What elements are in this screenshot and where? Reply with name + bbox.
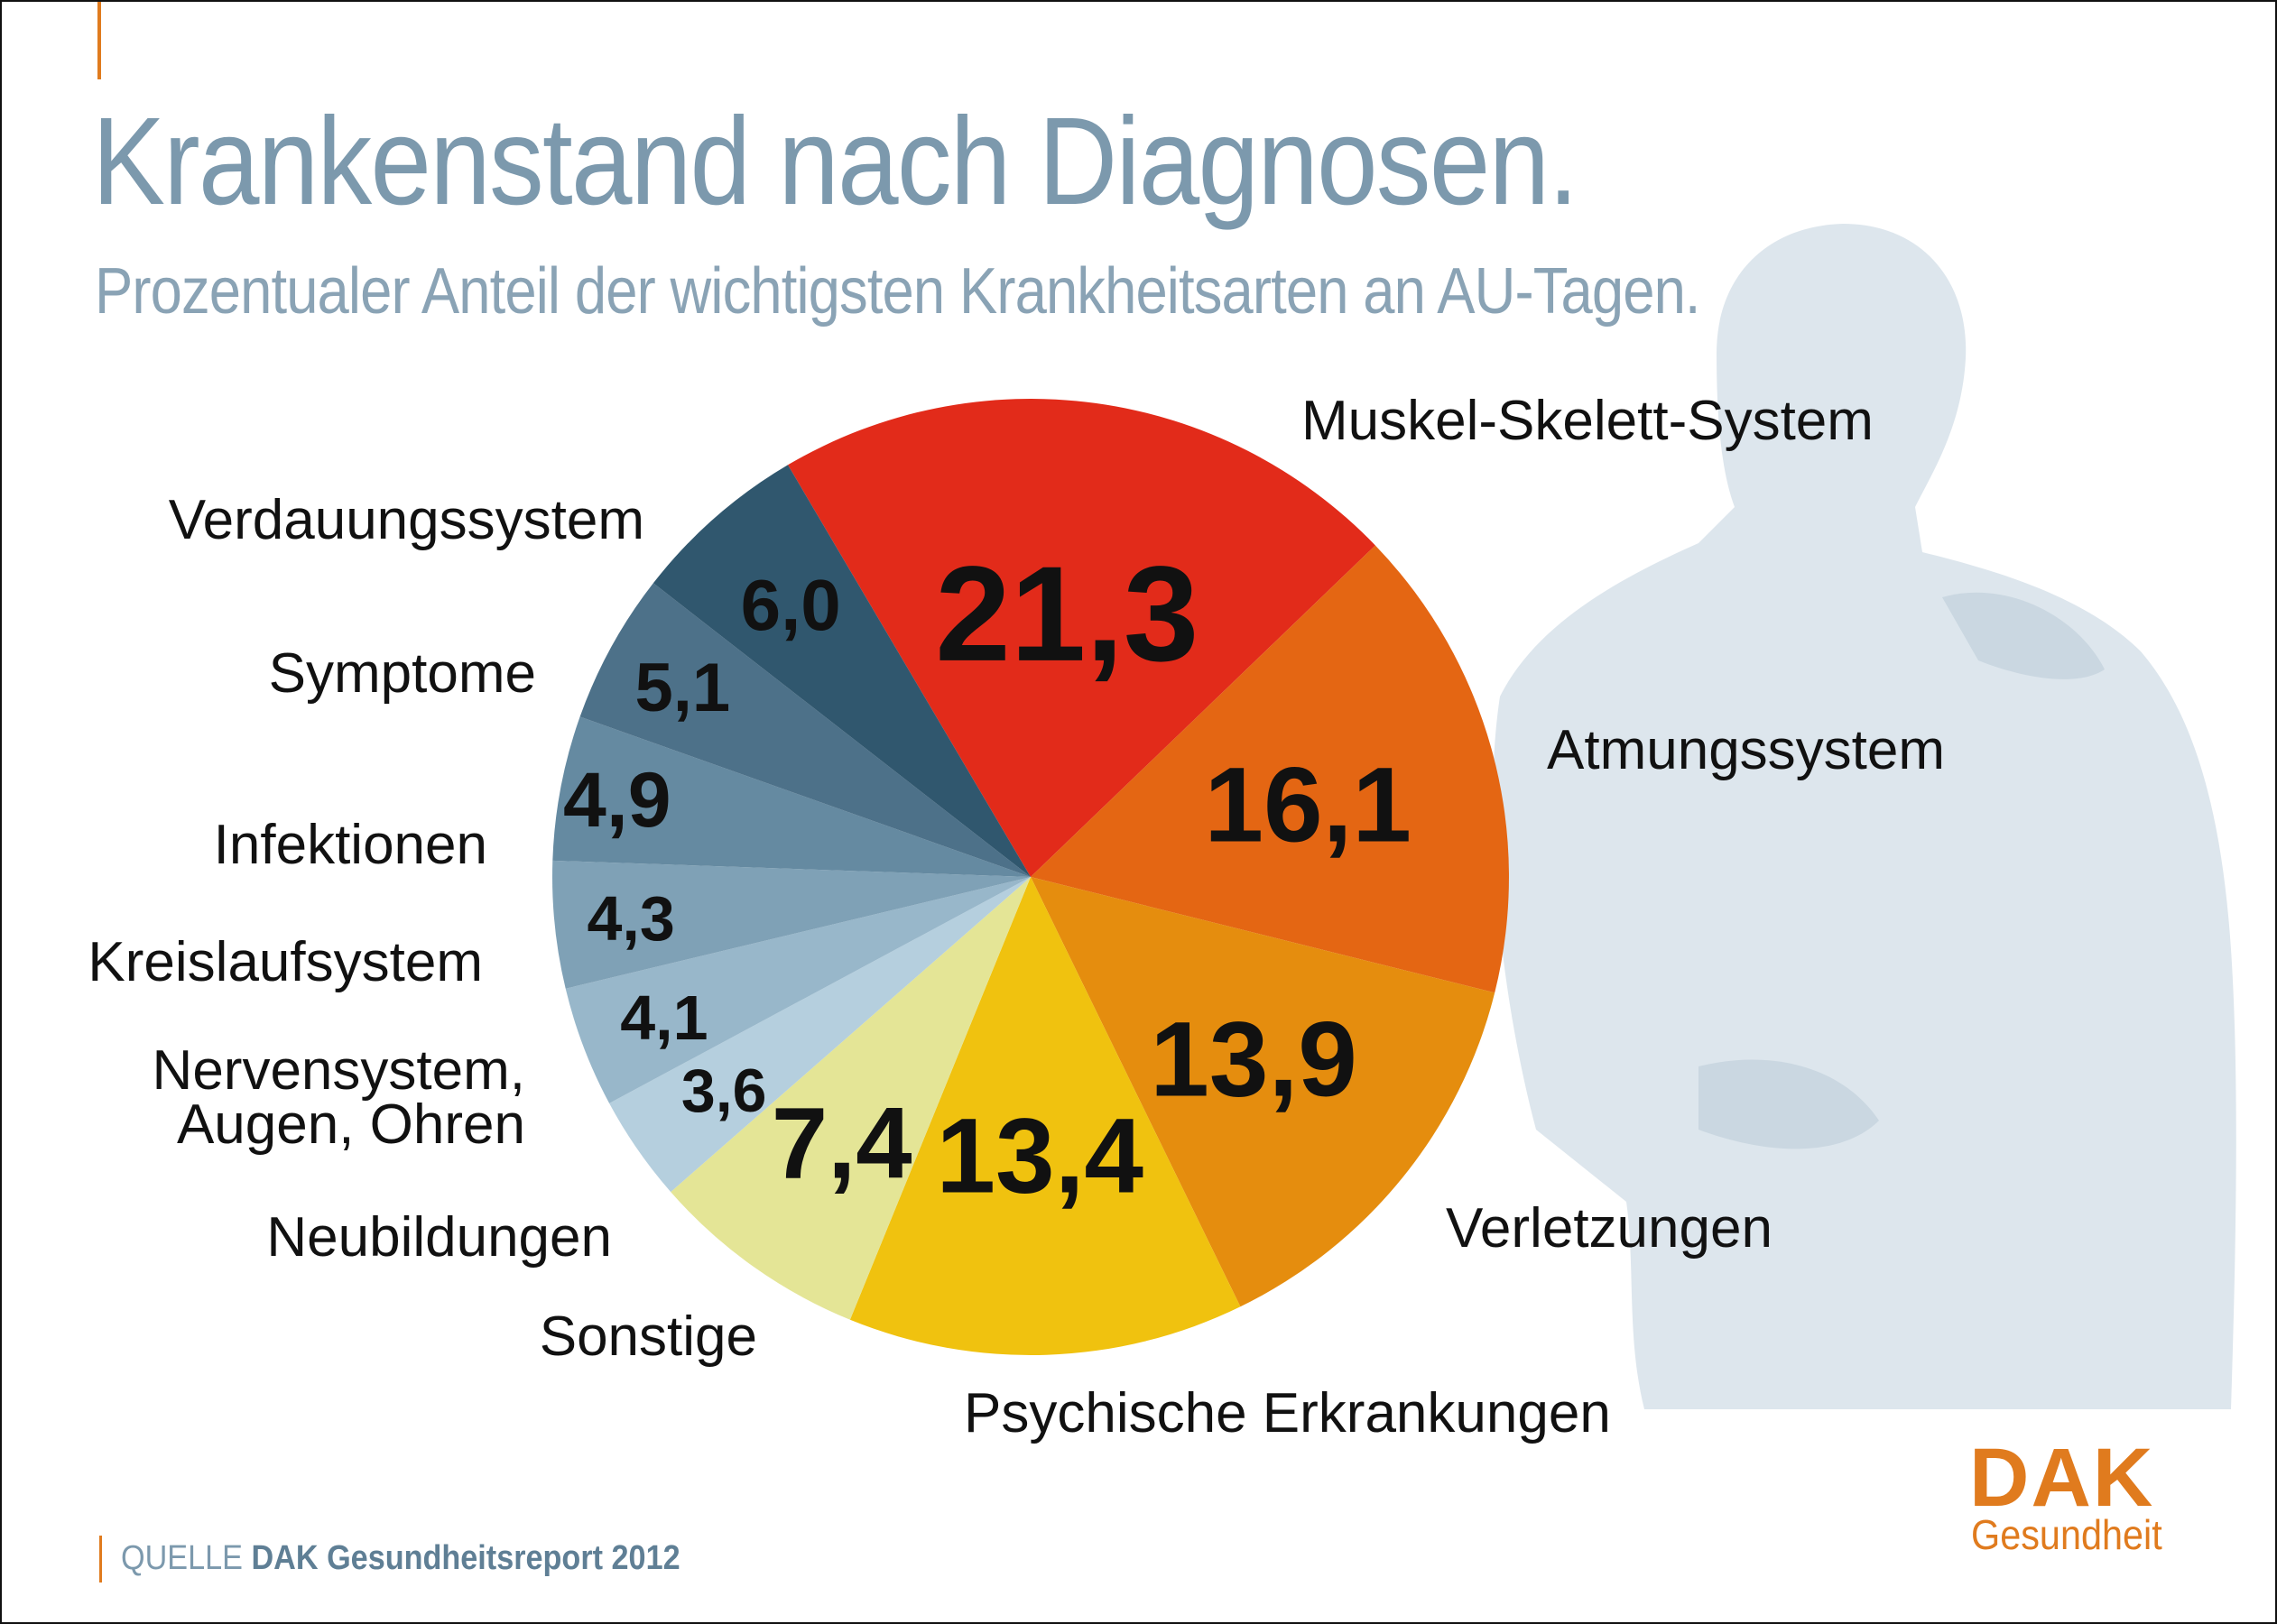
pie-category-labels: Muskel-Skelett-System Atmungssystem Verlet… <box>88 390 1945 1444</box>
pie-slice-infektionen <box>552 716 1031 877</box>
pie-slice-neubildungen <box>609 877 1031 1193</box>
page-subtitle: Prozentualer Anteil der wichtigsten Kran… <box>95 255 1701 328</box>
pie-slice-verdauungssystem <box>653 465 1031 877</box>
category-label-neubildungen: Neubildungen <box>266 1206 612 1269</box>
category-label-sonstige: Sonstige <box>540 1306 757 1368</box>
pie-slice-kreislaufsystem <box>551 860 1031 989</box>
value-label-kreislaufsystem: 4,3 <box>587 883 674 954</box>
source-name: DAK Gesundheitsreport 2012 <box>251 1539 680 1577</box>
value-label-neubildungen: 3,6 <box>681 1057 767 1125</box>
category-label-nervensystem-augen-ohren: Nervensystem, Augen, Ohren <box>153 1039 525 1156</box>
value-label-verdauungssystem: 6,0 <box>741 565 841 645</box>
source-accent-bar <box>99 1536 102 1582</box>
value-label-verletzungen: 13,9 <box>1150 1001 1357 1120</box>
value-label-muskel-skelett-system: 21,3 <box>935 538 1199 689</box>
figure-hand-back <box>1698 1059 1879 1149</box>
figure-hand-shoulder <box>1942 592 2105 679</box>
category-label-infektionen: Infektionen <box>214 814 487 876</box>
pie-slice-sonstige <box>671 877 1031 1320</box>
category-label-kreislaufsystem: Kreislaufsystem <box>88 931 483 993</box>
category-label-muskel-skelett-system: Muskel-Skelett-System <box>1301 390 1874 452</box>
category-label-verdauungssystem: Verdauungssystem <box>169 489 644 551</box>
category-label-psychische-erkrankungen: Psychische Erkrankungen <box>964 1382 1611 1444</box>
value-label-symptome: 5,1 <box>634 650 730 726</box>
source-note: QUELLE DAK Gesundheitsreport 2012 <box>121 1539 680 1578</box>
value-label-atmungssystem: 16,1 <box>1204 746 1412 865</box>
figure-silhouette <box>1493 224 2236 1409</box>
category-label-line: Augen, Ohren <box>177 1093 525 1156</box>
logo-subtitle: Gesundheit <box>1971 1511 2162 1558</box>
source-prefix: QUELLE <box>121 1539 243 1577</box>
category-label-atmungssystem: Atmungssystem <box>1547 719 1945 781</box>
pie-slice-psychische-erkrankungen <box>849 877 1241 1356</box>
pie-slice-muskel-skelett-system <box>788 398 1375 877</box>
background-figure-illustration <box>1493 224 2236 1409</box>
pie-slice-verletzungen <box>1031 877 1495 1307</box>
category-label-verletzungen: Verletzungen <box>1446 1197 1773 1260</box>
category-label-line: Nervensystem, <box>153 1039 525 1102</box>
pie-slice-symptome <box>579 583 1031 877</box>
pie-slices <box>551 398 1509 1356</box>
category-label-symptome: Symptome <box>269 642 536 705</box>
value-label-nervensystem-augen-ohren: 4,1 <box>620 983 708 1053</box>
value-label-infektionen: 4,9 <box>563 757 671 844</box>
pie-slice-nervensystem-augen-ohren <box>565 877 1031 1103</box>
pie-slice-atmungssystem <box>1031 545 1509 993</box>
dak-logo: DAK Gesundheit <box>1969 1432 2186 1558</box>
logo-word: DAK <box>1969 1432 2155 1524</box>
page-title: Krankenstand nach Diagnosen. <box>92 92 1578 231</box>
pie-value-labels: 21,316,1 13,913,47,43,64,1 4,3 4,9 5,16,0 <box>563 538 1412 1216</box>
value-label-psychische-erkrankungen: 13,4 <box>936 1097 1143 1216</box>
value-label-sonstige: 7,4 <box>772 1087 912 1200</box>
top-accent-bar <box>97 2 101 79</box>
